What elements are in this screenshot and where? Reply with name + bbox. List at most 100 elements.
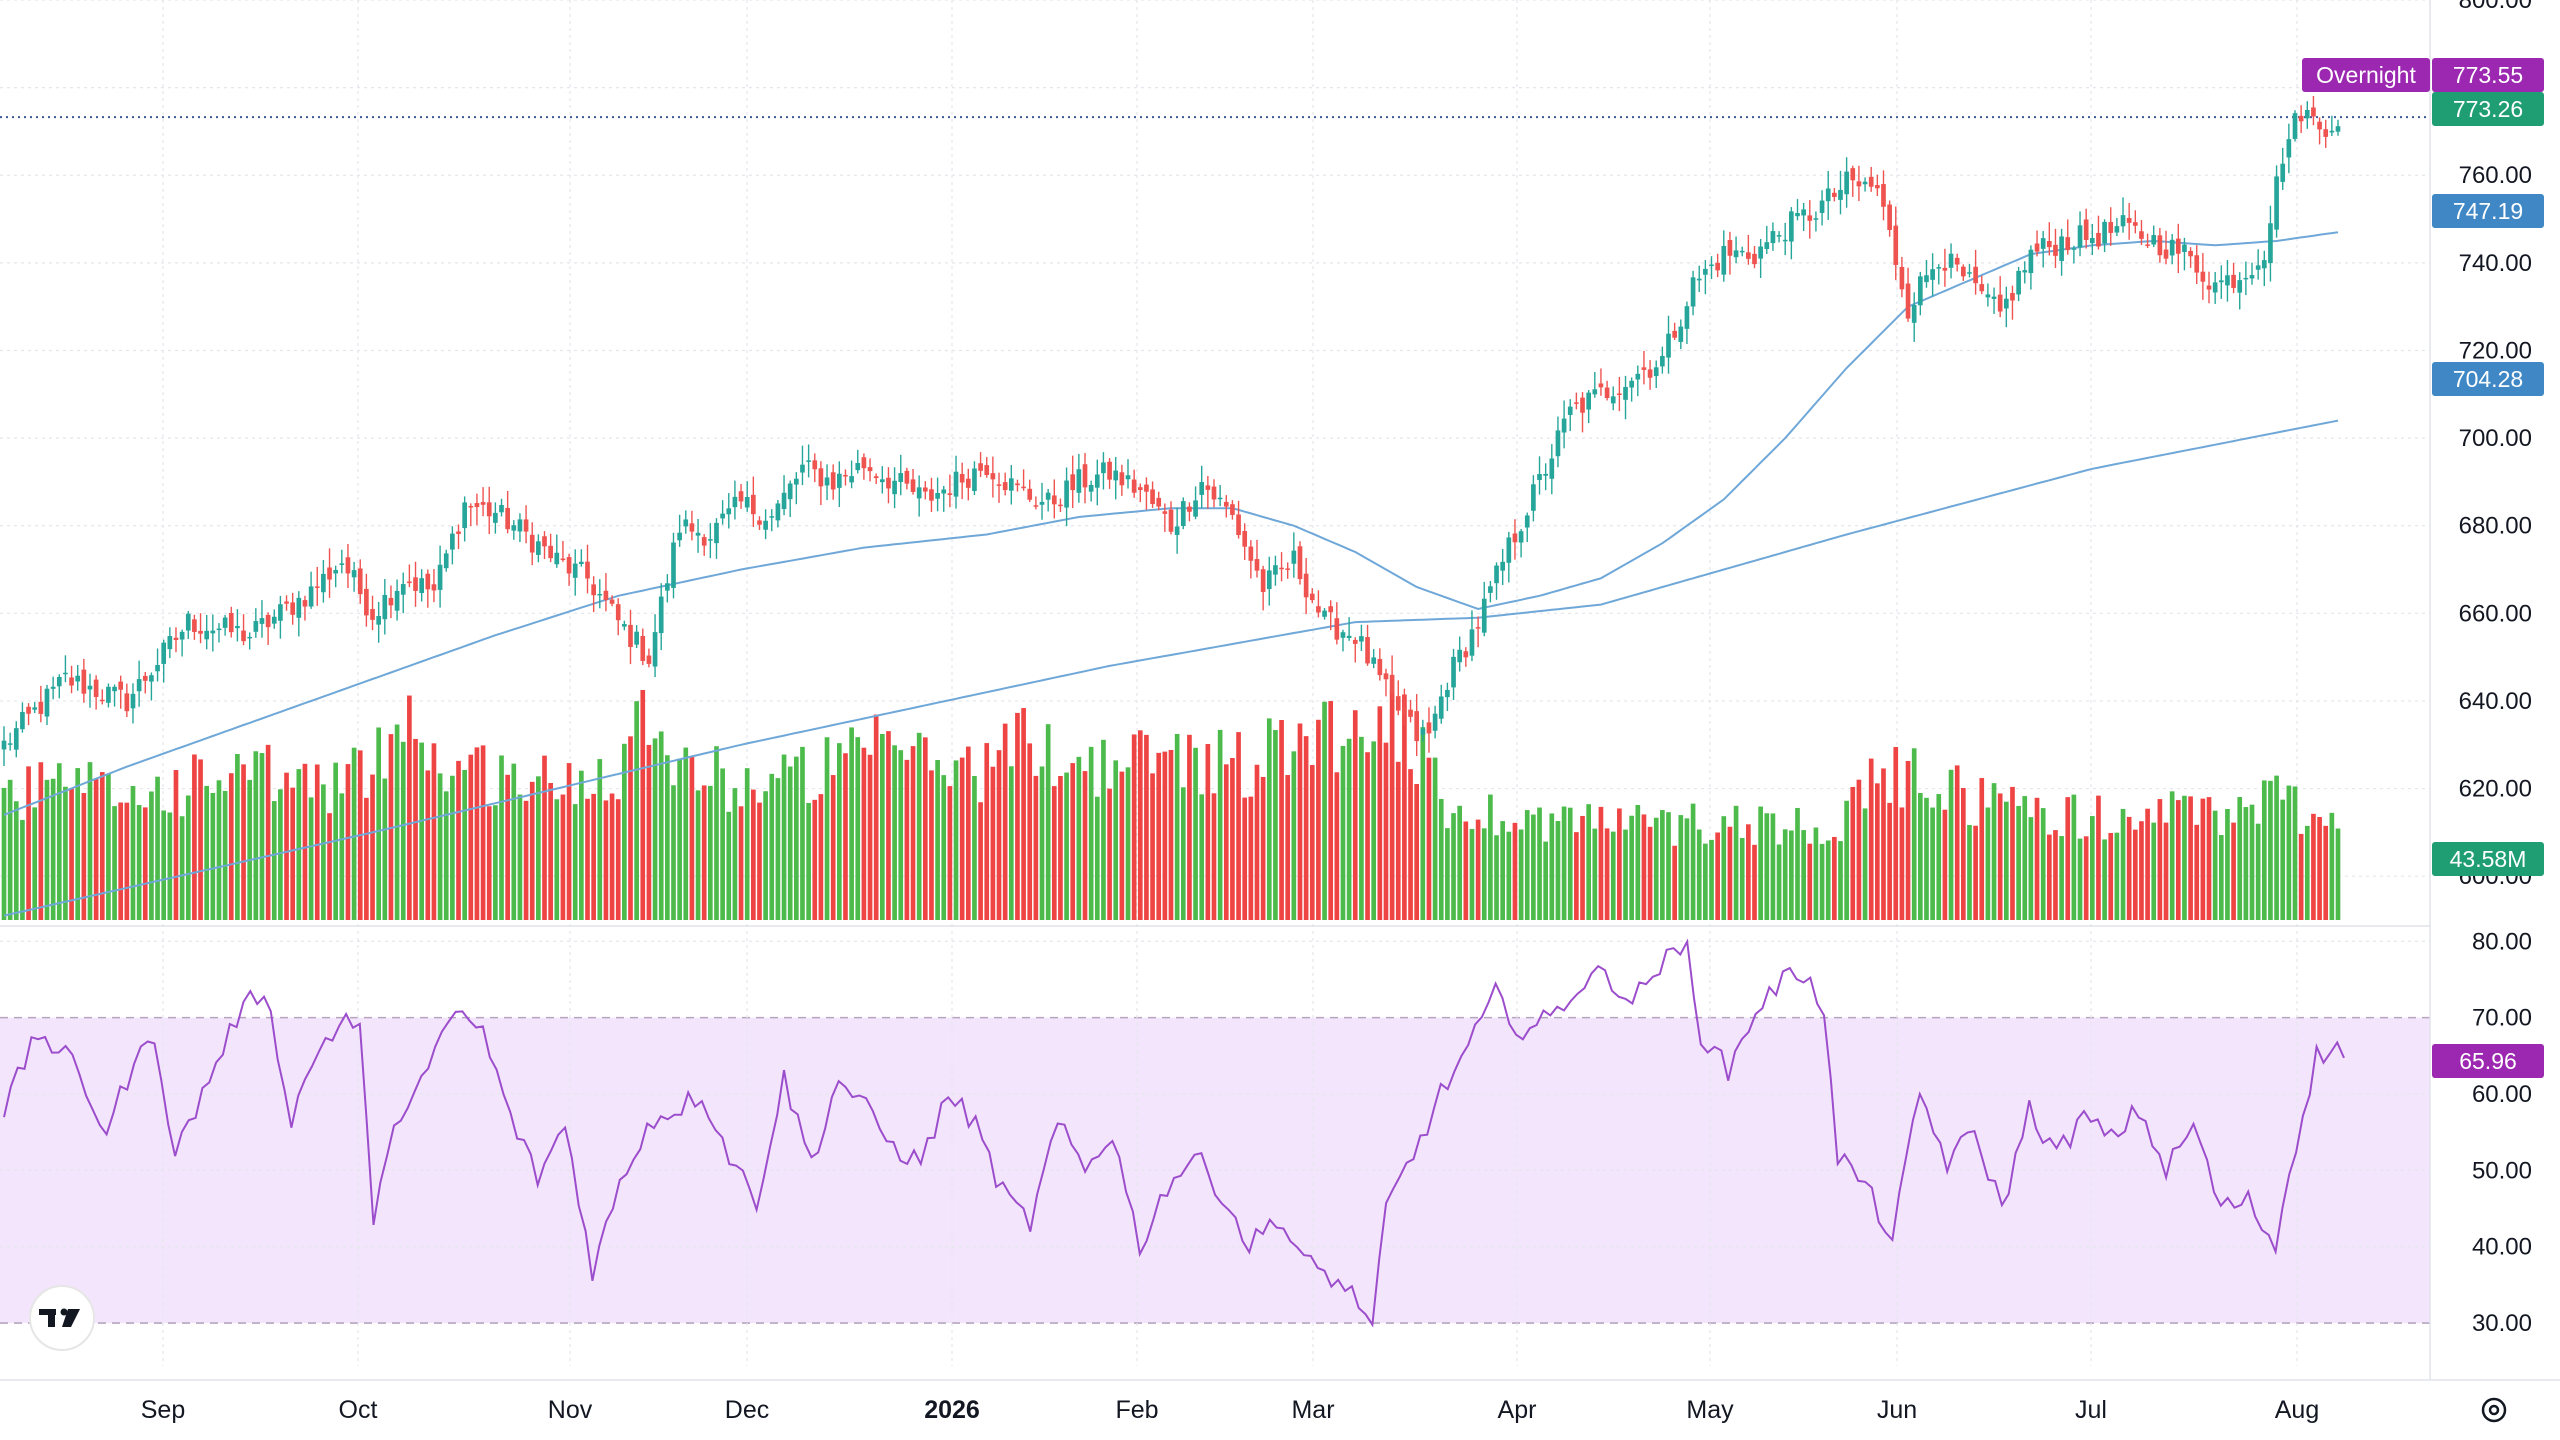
volume-bar: [2102, 839, 2107, 920]
candle-body: [787, 483, 793, 500]
candle-body: [818, 468, 824, 487]
tradingview-logo-icon[interactable]: [29, 1285, 95, 1351]
candle-body: [271, 616, 277, 624]
candle-body: [824, 477, 830, 486]
candle-body: [1752, 253, 1757, 265]
volume-bar: [1168, 749, 1174, 920]
candle-body: [204, 630, 210, 640]
candle-body: [720, 513, 725, 519]
candle-body: [566, 557, 572, 574]
volume-bar: [628, 736, 633, 920]
candle-body: [1395, 696, 1401, 711]
price-tick-label: 800.00: [2459, 0, 2532, 14]
candle-body: [1021, 486, 1026, 489]
candle-body: [63, 672, 68, 675]
candle-body: [357, 568, 363, 595]
volume-bar: [701, 785, 707, 920]
price-tick-label: 700.00: [2459, 425, 2532, 452]
volume-bar: [1985, 807, 1991, 920]
candle-body: [2059, 236, 2064, 261]
volume-bar: [622, 743, 627, 920]
candle-body: [1101, 462, 1106, 474]
volume-bar: [38, 762, 44, 920]
candle-body: [161, 642, 167, 664]
volume-bar: [879, 733, 885, 920]
volume-bar: [1002, 723, 1008, 920]
candle-body: [2231, 274, 2236, 288]
volume-bar: [800, 746, 805, 920]
candle-body: [861, 457, 867, 469]
volume-bar: [1868, 758, 1874, 920]
settings-gear-icon[interactable]: [2481, 1397, 2507, 1423]
volume-bar: [1217, 729, 1223, 920]
candle-body: [50, 686, 56, 689]
volume-bar: [1776, 844, 1782, 920]
ma50-tag: 747.19: [2432, 194, 2544, 228]
candle-body: [44, 688, 50, 717]
candle-body: [855, 463, 861, 471]
candle-body: [2083, 219, 2089, 240]
candle-body: [812, 460, 818, 470]
volume-bar: [2286, 785, 2292, 920]
candle-body: [265, 614, 271, 628]
candle-body: [302, 600, 308, 607]
volume-bar: [2059, 836, 2064, 920]
candle-body: [867, 467, 873, 472]
candle-body: [1997, 294, 2003, 312]
volume-bar: [1033, 775, 1039, 920]
volume-bar: [1420, 727, 1426, 920]
candle-body: [253, 621, 259, 632]
volume-bar: [1236, 732, 1241, 920]
volume-bar: [2335, 828, 2341, 920]
candle-body: [222, 617, 228, 628]
volume-bar: [1297, 723, 1303, 920]
volume-bar: [1408, 769, 1413, 920]
candle-body: [634, 631, 639, 645]
volume-bar: [278, 789, 283, 920]
volume-bar: [1825, 840, 1831, 920]
candle-body: [830, 472, 836, 490]
candle-body: [769, 516, 775, 518]
candle-body: [1678, 326, 1684, 342]
volume-bar: [1739, 837, 1745, 920]
volume-bar: [824, 737, 830, 920]
candle-body: [615, 604, 621, 621]
candle-body: [1500, 561, 1506, 571]
candle-body: [1365, 637, 1370, 664]
candles: [1, 95, 2341, 767]
candle-body: [1574, 402, 1579, 404]
volume-bar: [597, 759, 603, 920]
candle-body: [1770, 231, 1776, 244]
candle-body: [978, 463, 983, 471]
candle-body: [2046, 240, 2052, 248]
candle-body: [597, 593, 603, 596]
candle-body: [1230, 504, 1235, 515]
price-tick-label: 620.00: [2459, 776, 2532, 803]
candle-body: [1715, 262, 1720, 271]
volume-bar: [959, 757, 965, 920]
volume-bar: [1850, 786, 1856, 920]
candle-body: [996, 484, 1002, 486]
volume-bar: [400, 741, 406, 920]
candle-body: [677, 532, 682, 541]
volume-bar: [554, 799, 560, 920]
candle-body: [1825, 188, 1831, 202]
candle-body: [505, 507, 510, 530]
volume-bar: [689, 756, 695, 920]
candle-body: [1856, 181, 1862, 187]
volume-bar: [1242, 797, 1248, 920]
candle-body: [112, 686, 117, 692]
time-axis-label: Feb: [1115, 1396, 1158, 1424]
candle-body: [781, 492, 787, 510]
candle-body: [382, 594, 388, 620]
volume-bar: [1979, 778, 1985, 920]
volume-bar: [26, 766, 31, 920]
volume-bar: [615, 799, 621, 920]
candle-body: [886, 477, 891, 489]
volume-bar: [2292, 786, 2298, 920]
volume-bar: [1893, 747, 1899, 920]
candle-body: [149, 675, 154, 682]
volume-bar: [1494, 835, 1499, 920]
candle-body: [7, 743, 13, 745]
